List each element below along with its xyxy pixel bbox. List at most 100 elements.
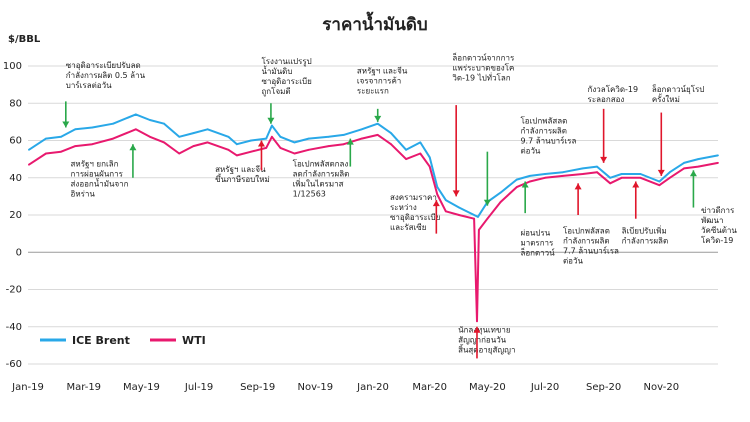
annotation-arrowhead-3: [257, 140, 265, 147]
data-point-ice-brent-19: [307, 137, 310, 140]
x-tick-Jan-19: Jan-19: [11, 382, 44, 393]
annotation-arrowhead-15: [689, 170, 697, 177]
data-point-wti-36: [515, 186, 518, 189]
data-point-wti-28: [436, 193, 439, 196]
annotation-text-9: ผ่อนปรนมาตรการล็อกดาวน์: [520, 228, 555, 257]
annotation-8: โอเปกพลัสลดกำลังการผลิต 9.7 ล้านบาร์เรลต่…: [483, 116, 576, 206]
x-tick-Mar-19: Mar-19: [66, 382, 101, 393]
annotation-text-3: สหรัฐฯ และจีนขึ้นภาษีรอบใหม่: [215, 165, 270, 184]
data-point-ice-brent-30: [458, 206, 460, 209]
data-point-ice-brent-43: [658, 180, 661, 183]
grid: [28, 65, 718, 365]
data-point-ice-brent-40: [609, 176, 612, 179]
annotation-text-12: ล็อกดาวน์ยุโรปครั้งใหม่: [652, 84, 705, 104]
y-tick-60: 60: [9, 136, 22, 147]
data-point-ice-brent-39: [596, 165, 598, 168]
x-tick-Nov-20: Nov-20: [643, 382, 679, 393]
data-point-ice-brent-37: [562, 171, 564, 174]
data-point-wti-7: [149, 135, 151, 138]
annotation-3: สหรัฐฯ และจีนขึ้นภาษีรอบใหม่: [215, 140, 270, 184]
data-point-ice-brent-15: [265, 137, 268, 140]
data-point-wti-40: [581, 173, 584, 175]
data-point-ice-brent-1: [45, 137, 47, 140]
data-point-wti-38: [544, 176, 546, 179]
data-point-wti-49: [717, 162, 719, 164]
annotation-arrowhead-10: [473, 326, 481, 333]
annotation-text-14: ลิเบียปรับเพิ่มกำลังการผลิต: [621, 225, 668, 246]
y-tick--20: -20: [6, 285, 22, 296]
y-tick-80: 80: [9, 98, 22, 109]
y-tick--60: -60: [6, 359, 22, 370]
data-point-wti-34: [486, 217, 489, 220]
data-point-ice-brent-7: [149, 119, 151, 121]
y-tick-20: 20: [9, 210, 22, 221]
x-tick-Sep-19: Sep-19: [240, 382, 275, 393]
y-tick-40: 40: [9, 173, 22, 184]
data-point-ice-brent-0: [28, 148, 30, 151]
data-point-ice-brent-11: [206, 128, 209, 131]
annotation-arrowhead-9: [521, 181, 529, 188]
data-point-wti-8: [163, 141, 166, 144]
data-point-wti-37: [529, 180, 531, 183]
data-point-wti-2: [60, 150, 62, 153]
data-point-wti-15: [265, 147, 268, 149]
annotation-1: สหรัฐฯ ยกเลิกการผ่อนผันการส่งออกน้ำมันจา…: [70, 144, 137, 199]
legend-label-ice-brent: ICE Brent: [72, 334, 130, 347]
x-tick-Jan-20: Jan-20: [356, 382, 389, 393]
data-point-ice-brent-18: [293, 141, 296, 144]
data-point-wti-1: [45, 152, 47, 155]
series-lines: [28, 113, 719, 323]
annotation-15: ข่าวดีการพัฒนาวัคซีนต้านโควิด-19: [689, 170, 737, 245]
annotation-text-7: สงครามราคาระหว่างซาอุดิอาระเบียและรัสเซี…: [390, 193, 440, 232]
annotation-10: นักลงทุนเทขายสัญญาก่อนวันสิ้นสุดอายุสัญญ…: [458, 325, 515, 359]
data-point-wti-3: [74, 145, 77, 148]
data-point-ice-brent-6: [134, 113, 137, 116]
series-line-wti: [28, 128, 719, 323]
annotation-arrowhead-2: [267, 117, 275, 124]
data-point-wti-35: [499, 201, 502, 203]
data-point-ice-brent-47: [717, 154, 719, 157]
data-point-wti-47: [683, 167, 685, 170]
data-point-ice-brent-42: [639, 173, 642, 175]
data-point-wti-33: [478, 229, 480, 231]
data-point-ice-brent-21: [342, 134, 345, 136]
y-tick--40: -40: [6, 322, 22, 333]
x-tick-May-20: May-20: [469, 382, 506, 393]
annotation-arrowhead-5: [374, 115, 382, 122]
data-point-ice-brent-26: [419, 141, 422, 144]
data-point-ice-brent-35: [529, 175, 531, 177]
legend-label-wti: WTI: [182, 334, 206, 347]
data-point-ice-brent-31: [477, 216, 479, 218]
x-tick-Nov-19: Nov-19: [298, 382, 334, 393]
data-point-ice-brent-36: [544, 173, 546, 175]
data-point-wti-0: [28, 163, 30, 166]
annotation-arrowhead-13: [574, 183, 582, 190]
data-point-ice-brent-41: [620, 173, 623, 175]
data-point-ice-brent-46: [697, 158, 700, 161]
data-point-wti-43: [620, 176, 623, 179]
data-point-wti-39: [562, 175, 564, 177]
annotation-12: ล็อกดาวน์ยุโรปครั้งใหม่: [652, 84, 705, 176]
annotation-text-13: โอเปกพลัสลดกำลังการผลิต 7.7 ล้านบาร์เรลต่…: [563, 226, 619, 266]
data-point-wti-19: [307, 148, 310, 151]
annotations: ซาอุดิอาระเบียปรับลดกำลังการผลิต 0.5 ล้า…: [62, 52, 737, 359]
x-tick-Jul-19: Jul-19: [184, 382, 213, 393]
y-axis-unit: $/BBL: [8, 34, 41, 45]
data-point-ice-brent-45: [683, 162, 685, 164]
data-point-ice-brent-4: [91, 126, 94, 129]
annotation-arrowhead-11: [600, 156, 608, 163]
data-point-ice-brent-16: [271, 124, 273, 127]
annotation-6: ล็อกดาวน์จากการแพร่ระบาดของโควิด-19 ไปทั…: [452, 52, 515, 197]
annotation-11: กังวลโควิด-19 ระลอกสอง: [588, 84, 638, 163]
data-point-wti-44: [639, 176, 642, 179]
data-point-wti-22: [360, 137, 363, 140]
x-tick-Jul-20: Jul-20: [530, 382, 559, 393]
data-point-wti-14: [250, 150, 253, 153]
y-tick-labels: -60 -40 -20 0 20 40 60 80 100: [3, 61, 22, 370]
data-point-wti-4: [91, 143, 94, 146]
data-point-ice-brent-22: [360, 128, 363, 131]
data-point-ice-brent-8: [163, 122, 166, 125]
data-point-wti-45: [658, 184, 661, 187]
data-point-ice-brent-17: [279, 135, 282, 138]
